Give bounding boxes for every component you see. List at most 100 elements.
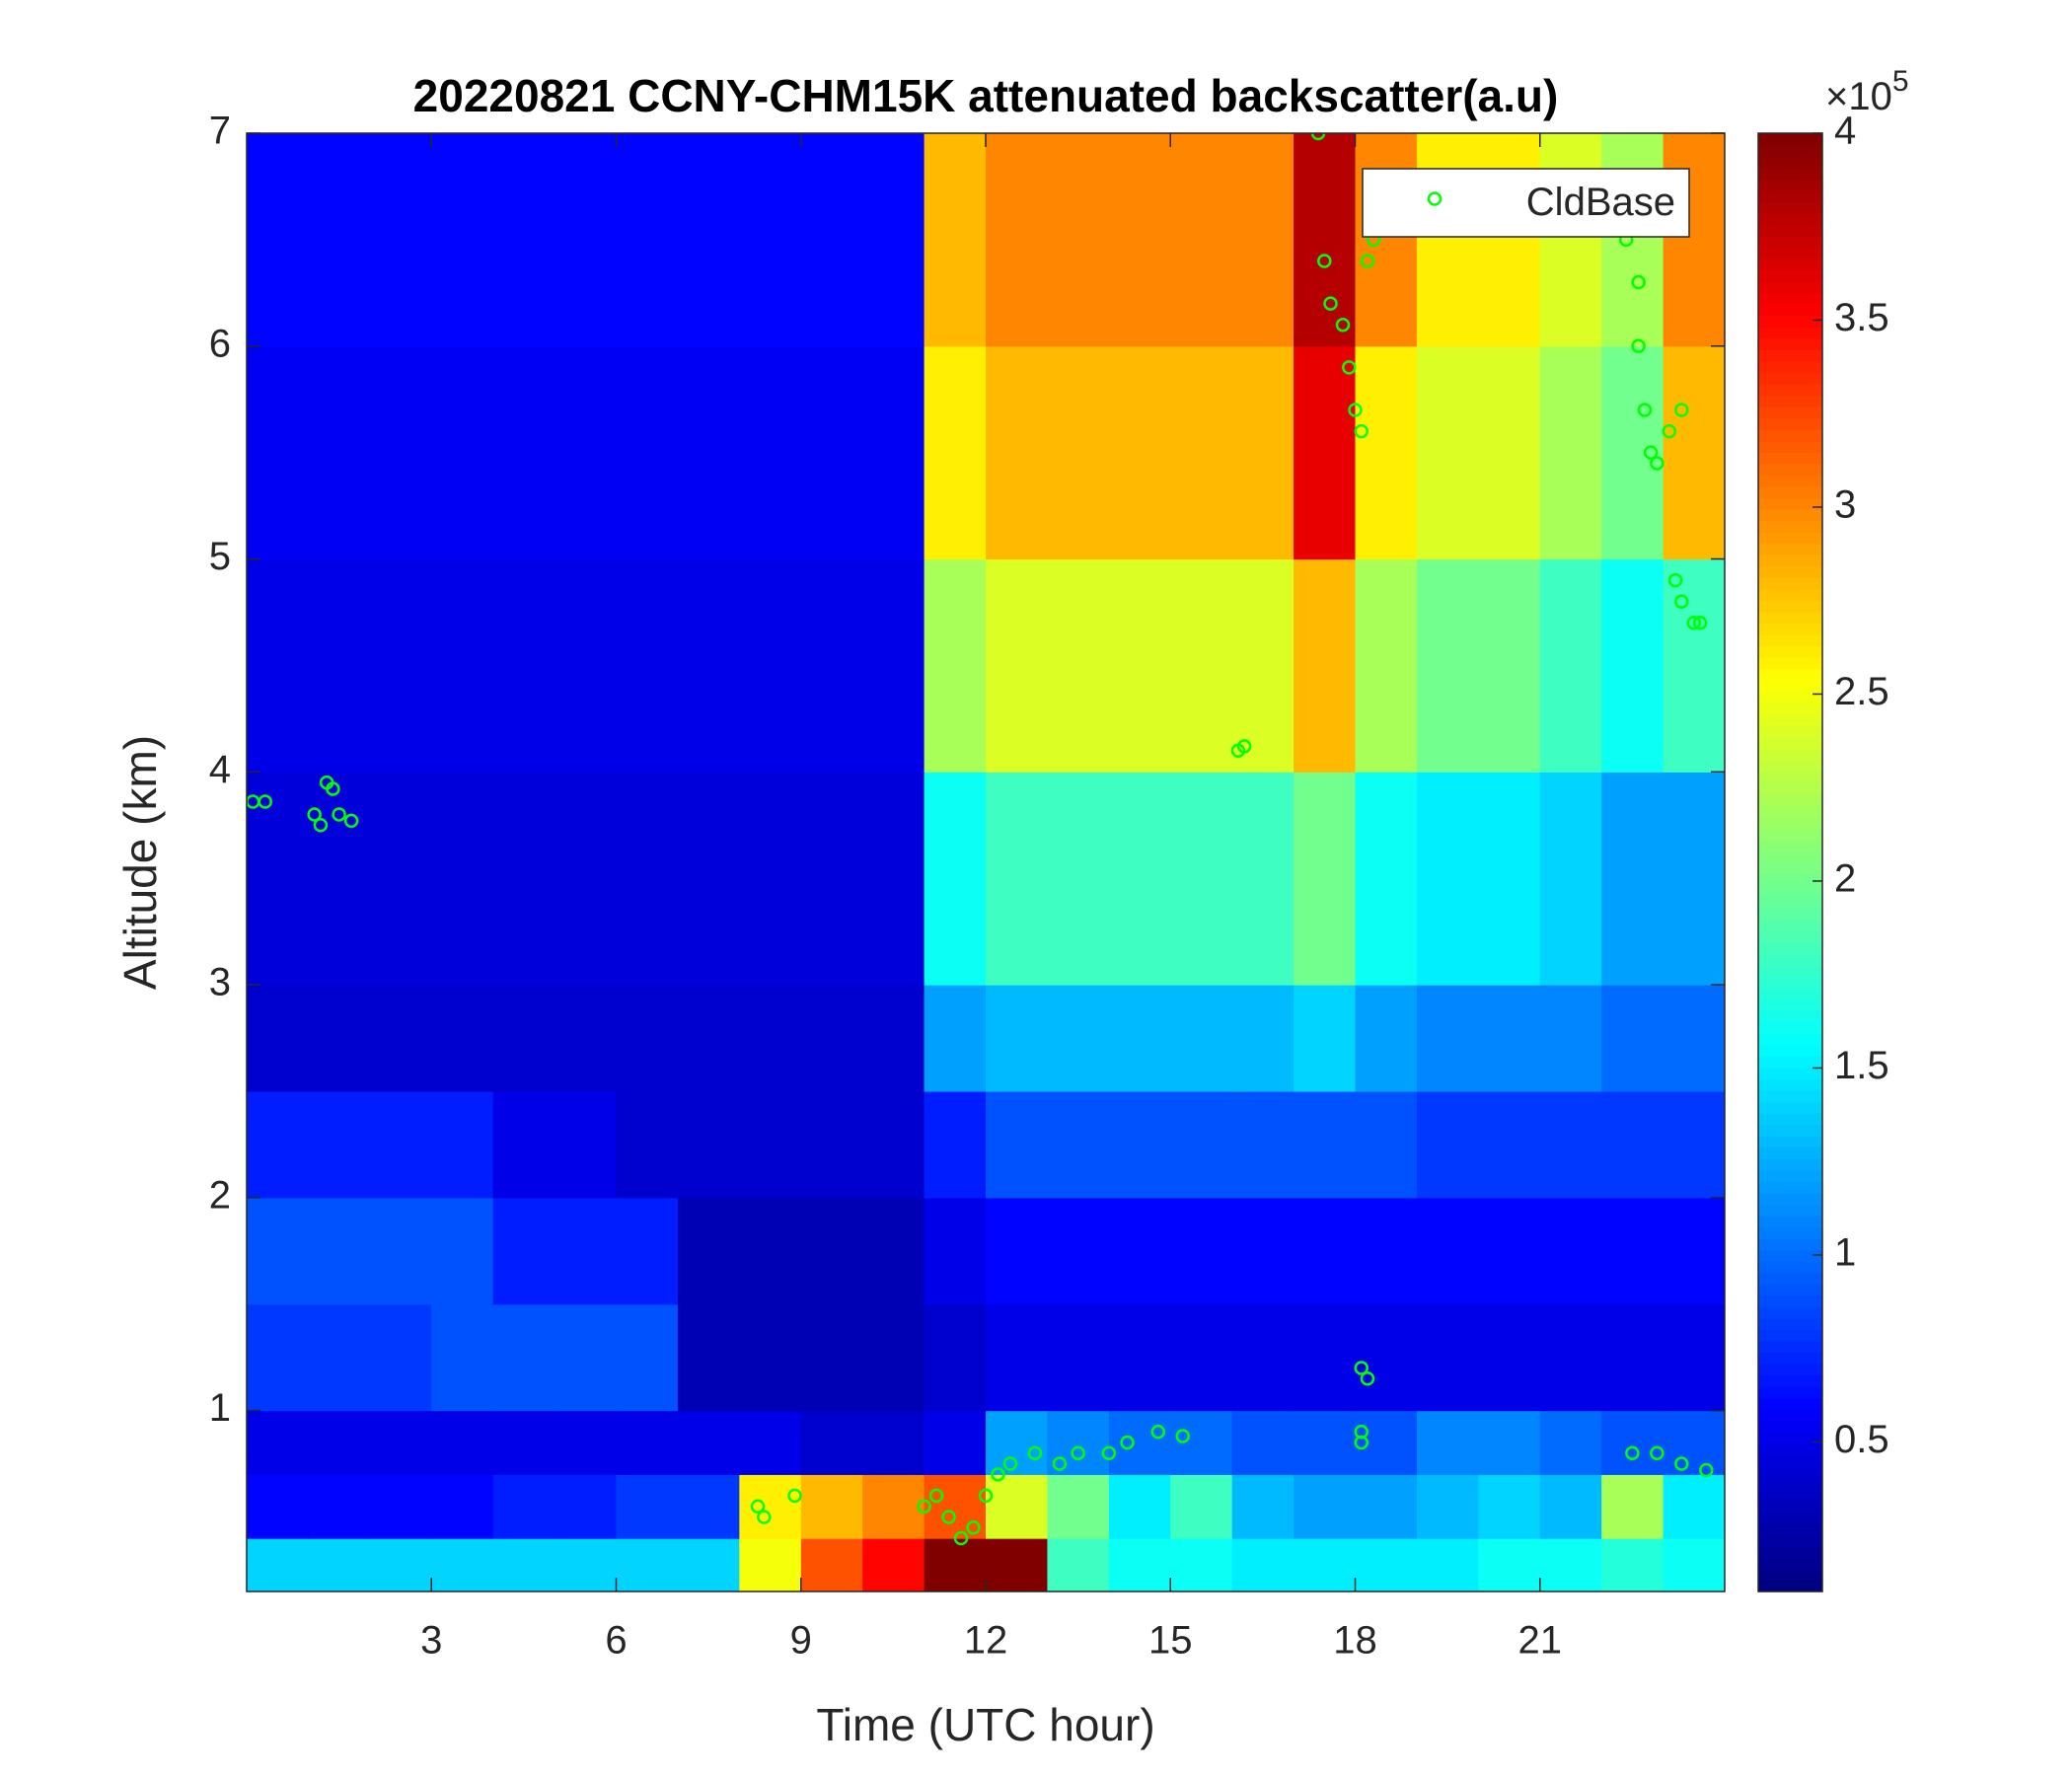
colorbar-swatch	[1758, 999, 1822, 1011]
cloud-base-marker	[750, 1499, 766, 1514]
heatmap-cell	[431, 1303, 494, 1412]
cloud-base-marker	[1667, 572, 1683, 588]
heatmap-cell	[677, 133, 740, 347]
cloud-base-marker	[1071, 1445, 1085, 1461]
heatmap-cell	[492, 345, 555, 560]
heatmap-cell	[1108, 1474, 1171, 1539]
cloud-base-marker	[941, 1510, 956, 1524]
heatmap-cell	[308, 1410, 371, 1475]
colorbar-tick-label: 1	[1834, 1230, 1856, 1274]
colorbar-swatch	[1758, 1113, 1822, 1126]
cloud-base-marker	[343, 813, 359, 829]
colorbar-swatch	[1758, 497, 1822, 510]
heatmap-cell	[1539, 985, 1602, 1092]
colorbar-swatch	[1758, 1477, 1822, 1490]
cloud-base-marker	[1354, 423, 1369, 439]
colorbar-swatch	[1758, 1261, 1822, 1274]
heatmap-cell	[308, 133, 371, 347]
heatmap-cell	[1539, 133, 1602, 347]
cloud-base-marker	[1101, 1445, 1117, 1461]
cloud-base-marker	[1699, 1462, 1714, 1478]
colorbar-swatch	[1758, 634, 1822, 647]
heatmap-cell	[924, 1538, 987, 1591]
heatmap-cell	[1478, 1090, 1541, 1199]
heatmap-cell	[431, 1090, 494, 1199]
colorbar-swatch	[1758, 1386, 1822, 1399]
y-axis-label: Altitude (km)	[114, 735, 166, 990]
heatmap-cell	[247, 558, 310, 773]
colorbar-swatch	[1758, 327, 1822, 339]
cloud-base-marker	[326, 781, 340, 796]
heatmap-cell	[1170, 1474, 1233, 1539]
heatmap-cell	[1047, 1410, 1110, 1475]
heatmap-cell	[247, 1410, 310, 1475]
heatmap-cell	[616, 1538, 679, 1591]
colorbar-swatch	[1758, 1215, 1822, 1228]
cloud-base-marker	[966, 1520, 981, 1535]
colorbar-swatch	[1758, 953, 1822, 966]
colorbar-tick-label: 2.5	[1834, 670, 1889, 713]
heatmap-cell	[1355, 1410, 1418, 1475]
x-tick-label: 18	[1333, 1619, 1377, 1663]
colorbar-swatch	[1758, 680, 1822, 693]
heatmap-cell	[1108, 772, 1171, 986]
heatmap-cell	[1416, 1474, 1479, 1539]
legend-label: CldBase	[1526, 181, 1675, 224]
colorbar-swatch	[1758, 1010, 1822, 1023]
heatmap-cell	[616, 1410, 679, 1475]
heatmap-cell	[308, 772, 371, 986]
cloud-base-marker	[757, 1510, 772, 1524]
heatmap-cell	[1601, 1197, 1665, 1305]
heatmap-cell	[1601, 1474, 1665, 1539]
colorbar-swatch	[1758, 259, 1822, 271]
colorbar-swatch	[1758, 281, 1822, 294]
colorbar-swatch	[1758, 292, 1822, 305]
heatmap-cell	[1355, 558, 1418, 773]
cloud-base-marker	[1002, 1456, 1018, 1471]
cloud-base-marker	[258, 794, 272, 809]
heatmap-cell	[986, 772, 1049, 986]
colorbar-tick-label: 3	[1834, 483, 1856, 527]
heatmap-cell	[1663, 1410, 1725, 1475]
heatmap-cell	[739, 133, 802, 347]
heatmap-cell	[862, 772, 925, 986]
heatmap-cell	[492, 1197, 555, 1305]
colorbar-swatch	[1758, 713, 1822, 727]
heatmap-cell	[800, 1197, 863, 1305]
heatmap-cell	[1047, 772, 1110, 986]
cloud-base-marker	[1643, 445, 1659, 460]
heatmap-cell	[986, 1090, 1049, 1199]
colorbar-exponent: ×105	[1825, 65, 1909, 118]
heatmap-cell	[1416, 558, 1479, 773]
heatmap-cell	[800, 133, 863, 347]
colorbar-swatch	[1758, 657, 1822, 670]
x-tick-label: 12	[964, 1619, 1008, 1663]
heatmap-cell	[369, 133, 432, 347]
heatmap-cell	[1108, 558, 1171, 773]
heatmap-cell	[1416, 1410, 1479, 1475]
heatmap-cell	[616, 558, 679, 773]
colorbar-swatch	[1758, 645, 1822, 658]
colorbar-swatch	[1758, 1124, 1822, 1137]
colorbar-swatch	[1758, 224, 1822, 237]
cloud-base-marker	[1631, 274, 1646, 290]
cloud-base-marker	[1674, 1456, 1689, 1471]
colorbar-swatch	[1758, 1136, 1822, 1148]
heatmap-cell	[1170, 1090, 1233, 1199]
colorbar-swatch	[1758, 805, 1822, 818]
cloud-base-marker	[313, 817, 329, 833]
heatmap-cell	[1294, 1197, 1357, 1305]
colorbar-swatch	[1758, 520, 1822, 533]
colorbar-swatch	[1758, 247, 1822, 259]
colorbar-swatch	[1758, 1089, 1822, 1103]
cloud-base-marker	[1317, 254, 1332, 268]
heatmap-cell	[986, 1474, 1049, 1539]
colorbar-swatch	[1758, 1465, 1822, 1479]
heatmap-cell	[1355, 1197, 1418, 1305]
colorbar-swatch	[1758, 485, 1822, 499]
heatmap-cell	[1416, 1197, 1479, 1305]
colorbar-swatch	[1758, 1204, 1822, 1217]
heatmap-cell	[1170, 772, 1233, 986]
heatmap-cell	[1047, 558, 1110, 773]
colorbar-swatch	[1758, 1272, 1822, 1285]
